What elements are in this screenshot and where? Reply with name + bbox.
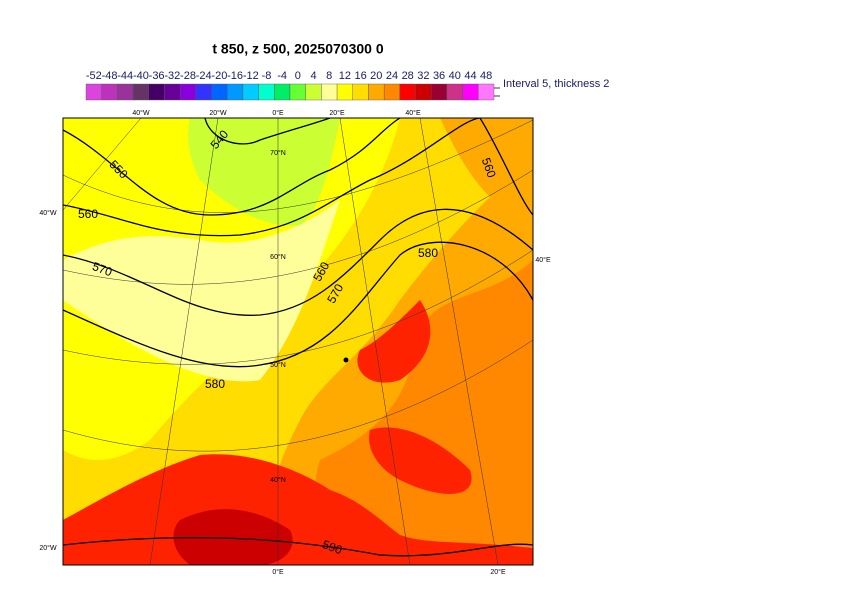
graticule-label: 20°E: [490, 568, 506, 576]
graticule-label: 60°N: [270, 253, 286, 261]
graticule-label: 20°W: [39, 544, 57, 552]
graticule-label: 50°N: [270, 361, 286, 369]
contour-label: 560: [78, 207, 98, 221]
colorbar-label: 28: [402, 70, 414, 82]
colorbar-box: [274, 83, 291, 101]
colorbar-label: -8: [262, 70, 272, 82]
graticule: [63, 118, 533, 565]
colorbar-box: [132, 83, 149, 101]
colorbar-label: -48: [102, 70, 118, 82]
colorbar-box: [462, 83, 479, 101]
colorbar-label: -52: [86, 70, 102, 82]
colorbar-label: -40: [133, 70, 149, 82]
colorbar-label: 4: [310, 70, 316, 82]
colorbar-box: [179, 83, 197, 101]
graticule-label: 20°W: [209, 109, 227, 117]
graticule-label: 70°N: [270, 149, 286, 157]
colorbar-label: -12: [243, 70, 259, 82]
colorbar-box: [148, 83, 165, 101]
interval-marker: [494, 87, 500, 97]
colorbar-box: [336, 83, 353, 101]
colorbar-label: 24: [386, 70, 398, 82]
contour-label: 580: [418, 246, 438, 260]
colorbar-box: [368, 83, 385, 101]
colorbar-label: -16: [227, 70, 243, 82]
colorbar-label: 32: [417, 70, 429, 82]
colorbar-box: [164, 83, 181, 101]
colorbar: -52 -48 -44 -40 -36 -32 -28 -24 -20 -16 -12 -8 -4 0 4 8…: [85, 70, 500, 101]
colorbar-box: [305, 83, 322, 101]
colorbar-label: 12: [339, 70, 351, 82]
map: [63, 118, 533, 565]
colorbar-label: -44: [117, 70, 133, 82]
colorbar-box: [101, 83, 118, 101]
colorbar-label: -20: [211, 70, 227, 82]
colorbar-box: [415, 83, 432, 101]
graticule-label: 40°W: [132, 109, 150, 117]
title: t 850, z 500, 2025070300 0: [212, 41, 383, 57]
colorbar-box: [383, 83, 401, 101]
colorbar-label: -4: [277, 70, 287, 82]
colorbar-label: 8: [326, 70, 332, 82]
graticule-label: 40°E: [405, 109, 421, 117]
contours: [63, 118, 533, 557]
colorbar-box: [227, 83, 244, 101]
colorbar-box: [352, 83, 369, 101]
graticule-label: 0°E: [272, 568, 284, 576]
colorbar-box: [85, 83, 102, 101]
colorbar-box: [258, 83, 275, 101]
contour-label: 590: [320, 537, 344, 557]
colorbar-label: 44: [464, 70, 476, 82]
contour-label: 560: [479, 156, 499, 180]
colorbar-label: -36: [149, 70, 165, 82]
colorbar-label: -24: [196, 70, 212, 82]
colorbar-box: [446, 83, 463, 101]
map-frame: [62, 117, 534, 566]
interval-note: Interval 5, thickness 2: [503, 78, 609, 90]
graticule-label: 0°E: [272, 109, 284, 117]
contour-label: 570: [90, 259, 114, 279]
graticule-label: 40°N: [270, 476, 286, 484]
colorbar-box: [289, 83, 306, 101]
graticule-label: 40°E: [535, 256, 551, 264]
colorbar-label: 40: [449, 70, 461, 82]
colorbar-label: 20: [370, 70, 382, 82]
colorbar-label: 36: [433, 70, 445, 82]
colorbar-box: [321, 83, 338, 101]
colorbar-box: [117, 83, 134, 101]
colorbar-box: [211, 83, 228, 101]
colorbar-label: -32: [164, 70, 180, 82]
colorbar-box: [242, 83, 259, 101]
graticule-label: 40°W: [39, 209, 57, 217]
colorbar-label: 0: [295, 70, 301, 82]
colorbar-box: [431, 83, 448, 101]
colorbar-box: [399, 83, 416, 101]
graticule-label: 20°E: [329, 109, 345, 117]
colorbar-box: [195, 83, 212, 101]
colorbar-label: 48: [480, 70, 492, 82]
colorbar-label: -28: [180, 70, 196, 82]
contour-label: 580: [205, 377, 225, 391]
colorbar-box: [478, 83, 495, 101]
colorbar-label: 16: [354, 70, 366, 82]
